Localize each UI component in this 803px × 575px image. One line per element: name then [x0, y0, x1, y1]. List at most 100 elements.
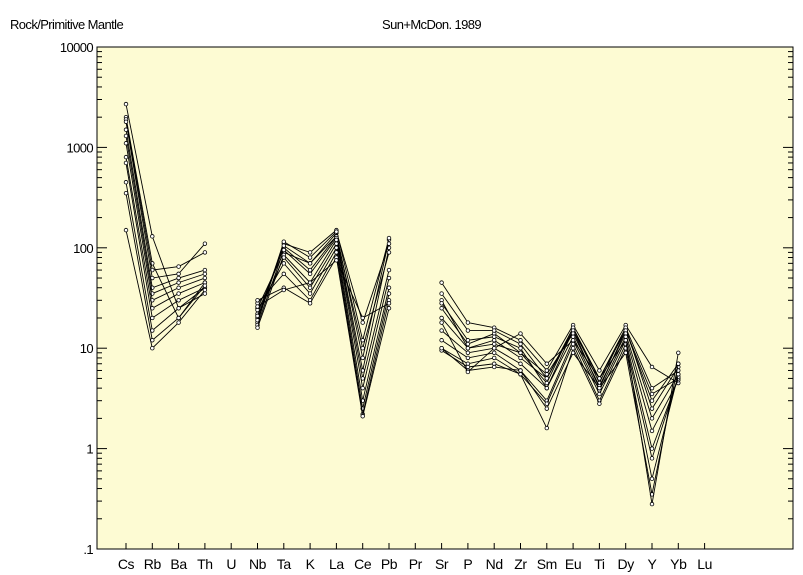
data-point [518, 368, 523, 373]
data-point [544, 406, 549, 411]
data-point [570, 350, 576, 355]
data-point [492, 355, 497, 361]
data-point [150, 346, 155, 351]
data-point [307, 280, 313, 285]
data-point [649, 391, 655, 397]
data-point [202, 275, 208, 281]
x-tick-label: K [306, 556, 316, 572]
series-line [257, 236, 390, 379]
data-point [649, 476, 655, 482]
data-point [176, 320, 181, 325]
data-point [649, 456, 655, 461]
data-point [334, 245, 339, 250]
data-point [202, 271, 208, 277]
data-point [492, 328, 497, 333]
data-point [649, 385, 655, 391]
data-point [123, 190, 129, 196]
data-point [676, 372, 681, 377]
data-point [255, 298, 260, 303]
data-point [544, 361, 549, 366]
series-line [125, 135, 206, 295]
data-point [386, 235, 392, 241]
plot-frame [96, 46, 794, 550]
data-point [439, 315, 444, 321]
y-tick-label: .1 [83, 542, 93, 557]
data-point [649, 398, 655, 403]
data-point [649, 364, 655, 370]
data-point [597, 391, 602, 397]
series-line [257, 256, 390, 417]
series-layer [123, 101, 681, 507]
x-tick-label: Ti [594, 556, 605, 572]
series-line [257, 242, 390, 401]
series-line [257, 230, 390, 325]
data-point [123, 141, 129, 146]
data-point [465, 350, 471, 355]
series-11 [123, 190, 681, 497]
series-6 [123, 133, 681, 421]
data-point [570, 346, 576, 351]
data-point [334, 241, 339, 246]
series-line [125, 143, 206, 301]
data-point [544, 425, 549, 431]
data-point [123, 119, 129, 124]
data-point [386, 275, 392, 281]
data-point [492, 350, 497, 355]
data-point [570, 334, 576, 339]
data-point [649, 406, 655, 411]
x-tick-label: Zr [514, 556, 527, 572]
data-point [649, 446, 655, 451]
data-point [439, 346, 444, 351]
x-tick-label: Rb [144, 556, 162, 572]
data-point [334, 229, 339, 234]
y-tick-label: 100 [73, 241, 93, 256]
chart-title: Sun+McDon. 1989 [382, 17, 481, 32]
y-axis-label: Rock/Primitive Mantle [10, 17, 123, 32]
data-point [202, 267, 208, 273]
data-point [465, 369, 471, 375]
series-line [125, 129, 206, 289]
data-point [492, 364, 497, 370]
data-point [123, 180, 129, 185]
series-line [441, 342, 679, 461]
series-line [257, 251, 390, 415]
data-point [465, 328, 471, 333]
data-point [544, 401, 549, 406]
series-line [441, 282, 679, 384]
data-point [623, 334, 628, 339]
data-point [465, 341, 471, 347]
data-point [649, 416, 655, 421]
data-point [465, 346, 471, 351]
data-point [202, 291, 208, 296]
data-point [307, 250, 313, 255]
data-point [439, 338, 444, 343]
data-point [202, 241, 208, 246]
data-point [597, 401, 602, 406]
data-point [150, 234, 155, 239]
data-point [518, 361, 523, 366]
series-line [441, 303, 679, 395]
x-tick-label: Pb [381, 556, 398, 572]
x-tick-label: Th [197, 556, 213, 572]
data-point [123, 154, 129, 160]
data-point [492, 334, 497, 339]
series-line [125, 230, 206, 350]
data-point [386, 285, 392, 290]
x-tick-label: Sr [435, 556, 449, 572]
data-point [334, 258, 339, 263]
data-point [386, 306, 392, 311]
x-tick-label: Yb [670, 556, 687, 572]
data-point [176, 264, 181, 269]
x-tick-label: Nb [249, 556, 267, 572]
data-point [202, 250, 208, 255]
x-tick-label: Pr [409, 556, 423, 572]
x-tick-label: Eu [565, 556, 581, 572]
x-tick-label: Y [648, 556, 658, 572]
data-point [465, 320, 471, 325]
data-point [676, 350, 681, 355]
data-point [544, 372, 549, 377]
data-point [281, 255, 286, 260]
series-line [441, 338, 679, 451]
series-10 [123, 180, 681, 482]
